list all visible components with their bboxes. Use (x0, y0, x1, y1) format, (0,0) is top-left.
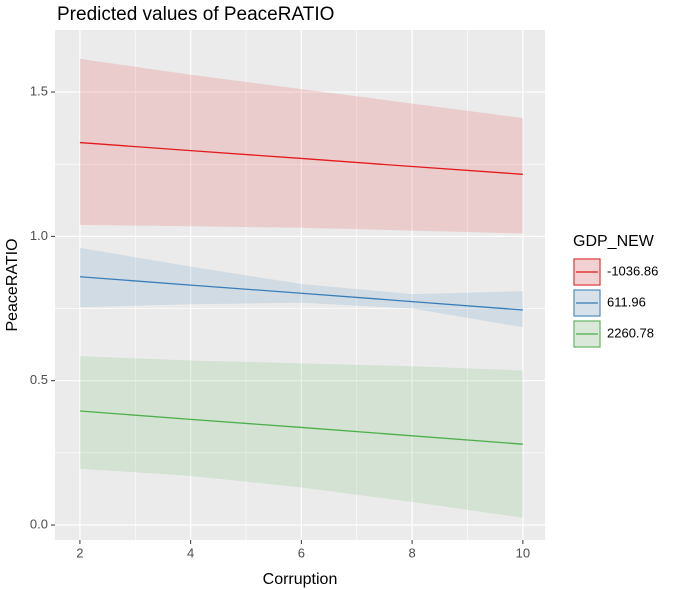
confidence-ribbon (79, 247, 523, 328)
x-tick-label: 10 (516, 545, 530, 560)
line (79, 276, 523, 311)
legend-label: -1036.86 (607, 263, 658, 278)
y-tick-label: 0.5 (30, 372, 48, 387)
x-axis-label: Corruption (263, 571, 338, 588)
y-tick-label: 1.5 (30, 83, 48, 98)
legend-label: 2260.78 (607, 325, 654, 340)
line (79, 141, 523, 175)
chart-title: Predicted values of PeaceRATIO (57, 4, 334, 25)
y-tick-label: 0.0 (30, 516, 48, 531)
legend-title: GDP_NEW (573, 233, 655, 250)
y-axis-label: PeaceRATIO (4, 238, 21, 331)
x-tick-label: 6 (298, 545, 305, 560)
panel-background (55, 30, 545, 540)
legend-label: 611.96 (607, 294, 646, 309)
x-tick-label: 2 (76, 545, 83, 560)
x-tick-label: 4 (187, 545, 194, 560)
x-tick-label: 8 (409, 545, 416, 560)
confidence-ribbon (79, 356, 523, 518)
line (79, 410, 523, 445)
y-tick-label: 1.0 (30, 228, 48, 243)
confidence-ribbon (79, 58, 523, 234)
